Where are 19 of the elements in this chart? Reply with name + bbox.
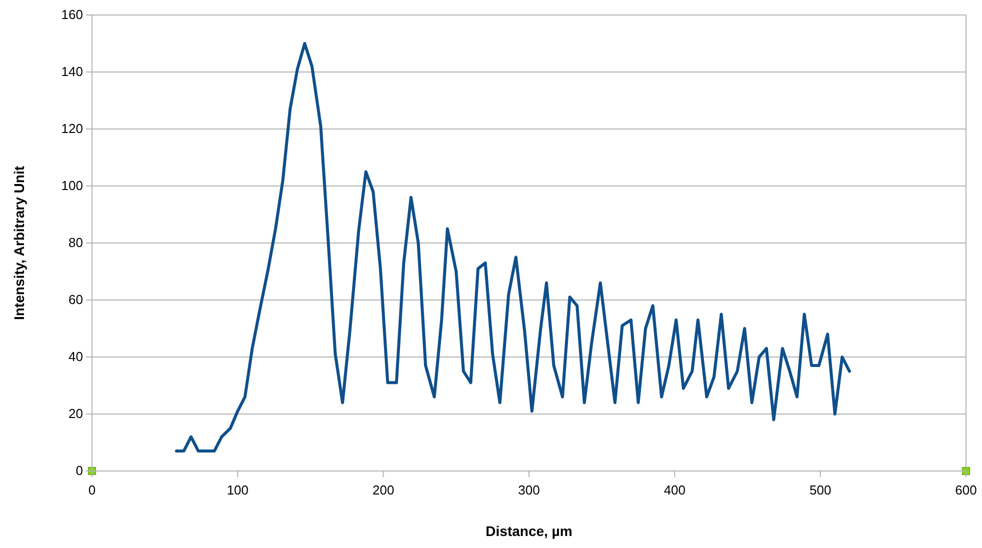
y-axis-title: Intensity, Arbitrary Unit (11, 166, 27, 320)
x-tick-label: 100 (226, 482, 249, 498)
line-series (174, 42, 851, 453)
x-tick-label: 0 (88, 482, 96, 498)
y-tick-label: 20 (68, 406, 83, 422)
y-tick-label: 100 (61, 178, 83, 194)
x-tick-label: 400 (664, 482, 686, 498)
y-tick-label: 60 (68, 292, 83, 308)
y-tick-label: 120 (61, 121, 83, 136)
x-axis-title: Distance, µm (486, 523, 572, 539)
x-tick-label: 200 (372, 482, 394, 498)
y-tick-label: 40 (68, 349, 83, 364)
x-tick-label: 300 (518, 482, 540, 498)
x-tick-label: 500 (809, 482, 832, 498)
y-tick-label: 140 (61, 64, 83, 80)
y-tick-label: 160 (61, 7, 83, 22)
y-tick-label: 0 (76, 463, 83, 478)
y-tick-label: 80 (68, 235, 83, 250)
x-tick-label: 600 (955, 482, 977, 498)
